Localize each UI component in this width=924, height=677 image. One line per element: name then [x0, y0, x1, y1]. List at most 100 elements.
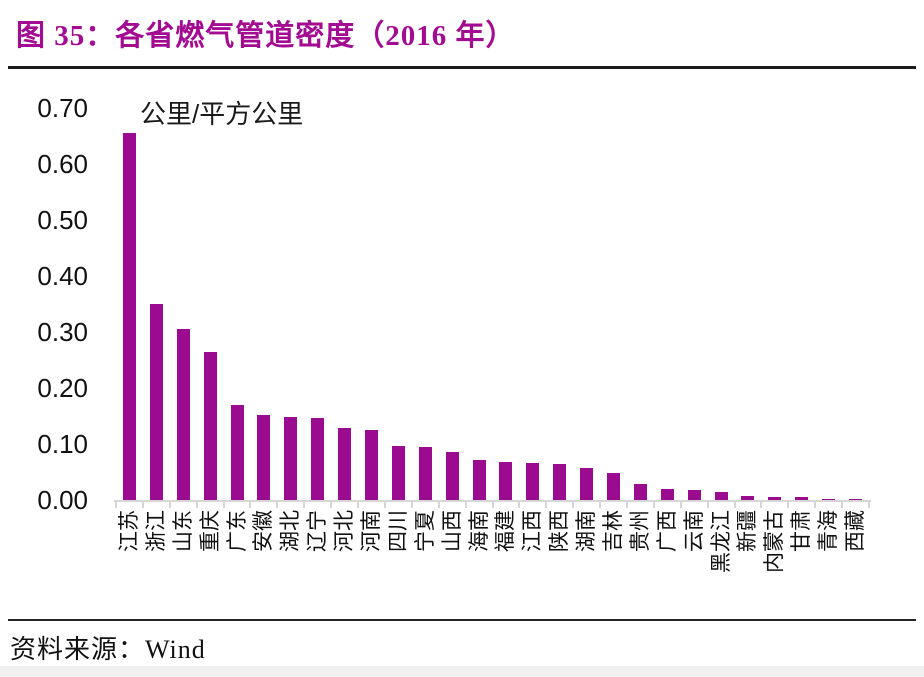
- bar-广东: [230, 405, 244, 500]
- x-axis-tick: [518, 502, 521, 508]
- bar-黑龙江: [714, 492, 728, 500]
- x-label-西藏: 西藏: [844, 510, 868, 552]
- x-label-辽宁: 辽宁: [306, 510, 330, 552]
- x-axis-tick: [222, 502, 225, 508]
- y-tick-label: 0.70: [37, 93, 88, 123]
- x-axis-tick: [168, 502, 171, 508]
- x-label-黑龙江: 黑龙江: [709, 510, 733, 573]
- x-axis-tick: [464, 502, 467, 508]
- bar-新疆: [741, 496, 755, 500]
- bar-重庆: [203, 352, 217, 500]
- bar-山东: [176, 329, 190, 500]
- y-axis-unit-label: 公里/平方公里: [140, 99, 304, 129]
- x-axis-tick: [141, 502, 144, 508]
- y-tick-label: 0.40: [37, 261, 88, 291]
- x-axis-tick: [572, 502, 575, 508]
- bar-陕西: [553, 464, 567, 500]
- y-tick-label: 0.30: [37, 317, 88, 347]
- page-bottom-band: [0, 666, 924, 677]
- x-label-山西: 山西: [440, 510, 464, 552]
- x-label-浙江: 浙江: [144, 510, 168, 552]
- x-label-宁夏: 宁夏: [413, 510, 437, 552]
- bar-四川: [391, 446, 405, 500]
- bar-湖北: [284, 417, 298, 500]
- title-divider-line: [8, 66, 916, 69]
- bar-河北: [338, 428, 352, 500]
- x-label-江苏: 江苏: [117, 510, 141, 552]
- x-axis-tick: [625, 502, 628, 508]
- x-label-甘肃: 甘肃: [790, 510, 814, 552]
- x-axis-tick: [303, 502, 306, 508]
- bar-广西: [660, 489, 674, 500]
- x-label-重庆: 重庆: [198, 510, 222, 552]
- bar-江西: [526, 463, 540, 500]
- bar-福建: [499, 462, 513, 500]
- x-axis-tick: [195, 502, 198, 508]
- x-axis-tick: [115, 502, 117, 508]
- x-label-四川: 四川: [386, 510, 410, 552]
- x-axis-tick: [841, 502, 844, 508]
- x-label-广西: 广西: [655, 510, 679, 552]
- x-axis-tick: [357, 502, 360, 508]
- x-label-湖北: 湖北: [279, 510, 303, 552]
- x-axis-tick: [276, 502, 279, 508]
- x-label-内蒙古: 内蒙古: [763, 510, 787, 573]
- bar-河南: [364, 430, 378, 500]
- footer-divider-line: [8, 619, 916, 621]
- x-axis-tick: [437, 502, 440, 508]
- bar-辽宁: [311, 418, 325, 500]
- x-label-新疆: 新疆: [736, 510, 760, 552]
- bar-青海: [822, 499, 836, 500]
- y-tick-label: 0.20: [37, 373, 88, 403]
- x-axis-tick: [491, 502, 494, 508]
- x-axis-tick: [706, 502, 709, 508]
- x-label-河北: 河北: [333, 510, 357, 552]
- x-axis-tick: [249, 502, 252, 508]
- data-source-label: 资料来源：Wind: [10, 635, 206, 664]
- y-tick-label: 0.60: [37, 149, 88, 179]
- x-label-海南: 海南: [467, 510, 491, 552]
- bar-吉林: [607, 473, 621, 500]
- x-axis-tick: [787, 502, 790, 508]
- x-label-山东: 山东: [171, 510, 195, 552]
- x-axis-tick: [545, 502, 548, 508]
- x-axis-tick: [383, 502, 386, 508]
- bar-山西: [445, 452, 459, 500]
- x-axis-tick: [410, 502, 413, 508]
- x-label-安徽: 安徽: [252, 510, 276, 552]
- y-tick-label: 0.00: [37, 485, 88, 515]
- bar-湖南: [580, 468, 594, 500]
- x-label-广东: 广东: [225, 510, 249, 552]
- x-label-云南: 云南: [682, 510, 706, 552]
- x-label-湖南: 湖南: [575, 510, 599, 552]
- y-tick-label: 0.10: [37, 429, 88, 459]
- x-axis-tick: [814, 502, 817, 508]
- x-axis-tick: [733, 502, 736, 508]
- bar-浙江: [149, 304, 163, 500]
- x-axis-tick: [679, 502, 682, 508]
- x-label-河南: 河南: [359, 510, 383, 552]
- x-axis-tick: [760, 502, 763, 508]
- bar-海南: [472, 460, 486, 500]
- bar-内蒙古: [768, 497, 782, 500]
- bar-贵州: [633, 484, 647, 500]
- x-axis-tick: [868, 502, 870, 508]
- x-label-陕西: 陕西: [548, 510, 572, 552]
- y-tick-label: 0.50: [37, 205, 88, 235]
- x-label-吉林: 吉林: [602, 510, 626, 552]
- x-axis-tick: [599, 502, 602, 508]
- x-axis-tick: [652, 502, 655, 508]
- bar-甘肃: [795, 497, 809, 500]
- bar-西藏: [849, 499, 863, 500]
- bar-云南: [687, 490, 701, 500]
- x-axis-line: [114, 500, 871, 502]
- x-label-青海: 青海: [817, 510, 841, 552]
- x-label-福建: 福建: [494, 510, 518, 552]
- figure-title: 图 35：各省燃气管道密度（2016 年）: [16, 20, 516, 52]
- x-label-贵州: 贵州: [628, 510, 652, 552]
- bar-宁夏: [418, 447, 432, 500]
- x-axis-tick: [330, 502, 333, 508]
- x-label-江西: 江西: [521, 510, 545, 552]
- bar-江苏: [122, 133, 136, 500]
